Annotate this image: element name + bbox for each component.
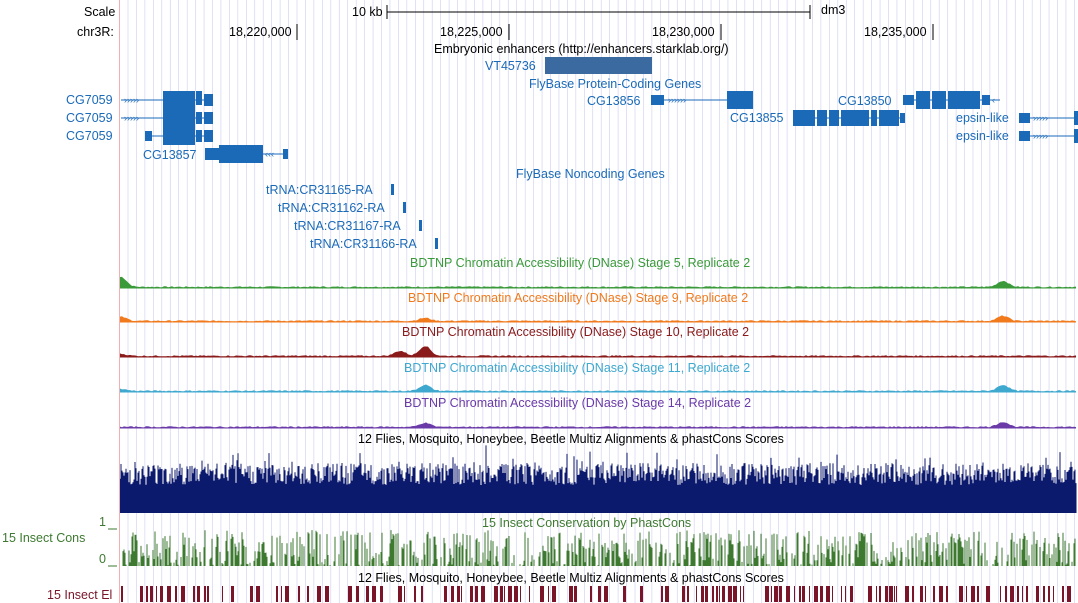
- dnase-stage10-title[interactable]: BDTNP Chromatin Accessibility (DNase) St…: [402, 325, 750, 339]
- ruler-pos-3: 18,230,000: [652, 25, 715, 39]
- dnase-track-2: [120, 346, 1076, 358]
- scale-label: Scale: [84, 5, 116, 19]
- gene-model-cg13855: [793, 110, 905, 126]
- dnase-track-1: [120, 315, 1076, 323]
- svg-text:›››››: ›››››: [1033, 113, 1048, 123]
- multiz-track-title[interactable]: 12 Flies, Mosquito, Honeybee, Beetle Mul…: [358, 432, 784, 446]
- ruler-ticks: [296, 24, 934, 40]
- dnase-track-0: [120, 276, 1076, 289]
- gene-label-cg7059-a[interactable]: CG7059: [66, 93, 113, 107]
- chrom-label: chr3R:: [77, 25, 114, 39]
- svg-text:‹: ‹: [992, 95, 995, 105]
- dnase-stage9-title[interactable]: BDTNP Chromatin Accessibility (DNase) St…: [408, 291, 749, 305]
- dnase-track-3: [120, 384, 1076, 393]
- elements-side-label[interactable]: 15 Insect El: [47, 588, 113, 602]
- gene-model-cg13857: ‹‹‹: [205, 145, 288, 163]
- dnase-stage11-title[interactable]: BDTNP Chromatin Accessibility (DNase) St…: [404, 361, 751, 375]
- gene-label-epsin-like-a[interactable]: epsin-like: [956, 111, 1009, 125]
- ncrna-label-cr31162[interactable]: tRNA:CR31162-RA: [278, 201, 385, 215]
- dnase-stage5-title[interactable]: BDTNP Chromatin Accessibility (DNase) St…: [410, 256, 751, 270]
- svg-text:››››››: ››››››: [668, 95, 686, 105]
- elements-track-title[interactable]: 12 Flies, Mosquito, Honeybee, Beetle Mul…: [358, 571, 784, 585]
- coding-track-title[interactable]: FlyBase Protein-Coding Genes: [529, 77, 702, 91]
- left-edge-line: [119, 0, 120, 603]
- enhancers-track-title[interactable]: Embryonic enhancers (http://enhancers.st…: [434, 42, 729, 56]
- gene-model-epsin-like-b: ›››››: [1019, 129, 1078, 143]
- svg-text:‹‹‹: ‹‹‹: [265, 149, 274, 159]
- svg-text:›››››: ›››››: [1033, 131, 1048, 141]
- gene-model-cg13856: ››››››: [651, 91, 753, 109]
- ncrna-label-cr31166[interactable]: tRNA:CR31166-RA: [310, 237, 417, 251]
- scale-bar: [386, 5, 811, 19]
- gene-label-cg13857[interactable]: CG13857: [143, 148, 197, 162]
- ncrna-label-cr31165[interactable]: tRNA:CR31165-RA: [266, 183, 373, 197]
- phastcons-track-title[interactable]: 15 Insect Conservation by PhastCons: [482, 516, 692, 530]
- gene-model-cg7059-a: ›››››: [121, 91, 213, 109]
- gene-model-cg7059-c: [145, 127, 213, 145]
- scale-bar-label: 10 kb: [352, 5, 383, 19]
- ncrna-models[interactable]: [0, 0, 1078, 260]
- ncrna-label-cr31167[interactable]: tRNA:CR31167-RA: [294, 219, 401, 233]
- ruler-pos-1: 18,220,000: [229, 25, 292, 39]
- gene-model-cg13850: ‹: [903, 91, 1000, 109]
- coding-gene-models[interactable]: ››››› ›››››: [0, 0, 1078, 170]
- gene-label-cg7059-b[interactable]: CG7059: [66, 111, 113, 125]
- gene-label-cg13850[interactable]: CG13850: [838, 94, 892, 108]
- noncoding-track-title[interactable]: FlyBase Noncoding Genes: [516, 167, 665, 181]
- assembly-label: dm3: [821, 3, 846, 17]
- dnase-stage14-title[interactable]: BDTNP Chromatin Accessibility (DNase) St…: [404, 396, 752, 410]
- phastcons-axis-min: 0: [99, 552, 106, 566]
- dnase-track-4: [120, 422, 1076, 429]
- ruler-pos-2: 18,225,000: [440, 25, 503, 39]
- gene-label-cg13856[interactable]: CG13856: [587, 94, 641, 108]
- gene-model-cg7059-b: ›››››: [121, 109, 213, 127]
- phastcons-side-label[interactable]: 15 Insect Cons: [2, 531, 86, 545]
- gene-label-epsin-like-b[interactable]: epsin-like: [956, 129, 1009, 143]
- svg-text:›››››: ›››››: [124, 95, 139, 105]
- gene-model-epsin-like-a: ›››››: [1019, 111, 1078, 125]
- svg-text:›››››: ›››››: [124, 113, 139, 123]
- gene-label-cg13855[interactable]: CG13855: [730, 111, 784, 125]
- phastcons-axis-ticks: [108, 528, 117, 567]
- enhancer-item-bar[interactable]: [545, 57, 652, 74]
- gene-label-cg7059-c[interactable]: CG7059: [66, 129, 113, 143]
- ruler-pos-4: 18,235,000: [864, 25, 927, 39]
- enhancer-item-label[interactable]: VT45736: [485, 59, 536, 73]
- phastcons-axis-max: 1: [99, 515, 106, 529]
